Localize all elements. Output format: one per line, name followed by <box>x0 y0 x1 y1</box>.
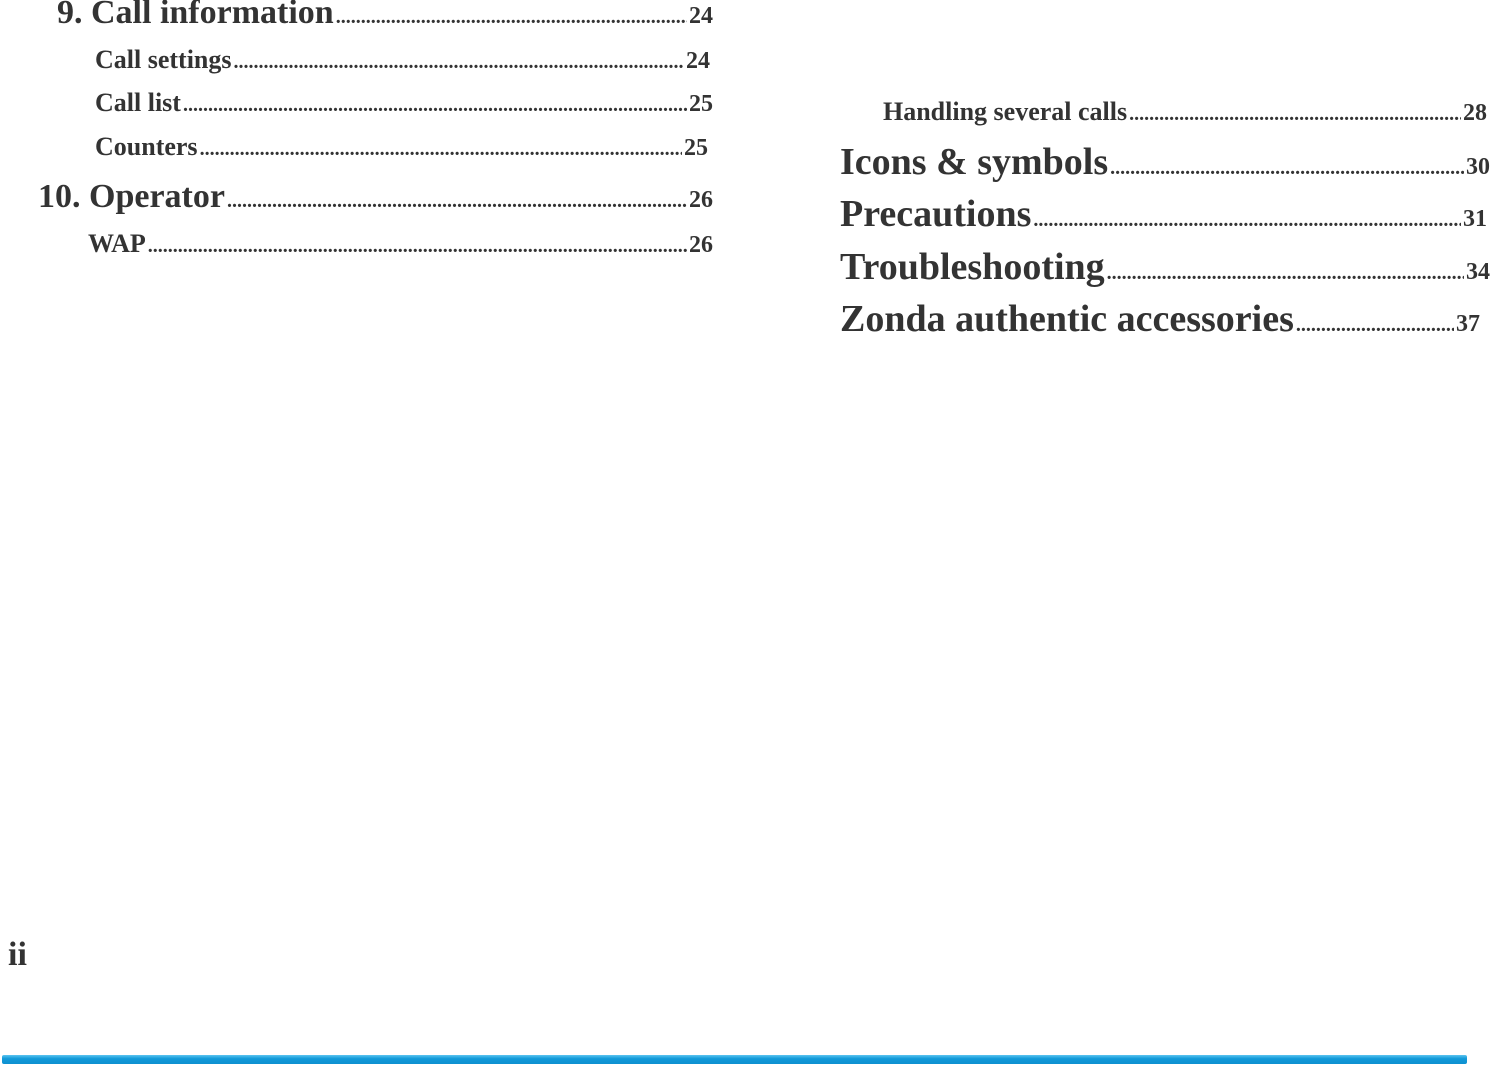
dot-leader <box>1129 103 1461 126</box>
toc-label: 9. Call information <box>57 0 334 31</box>
toc-label: Call list <box>95 88 181 117</box>
toc-label: 10. Operator <box>38 178 225 215</box>
dot-leader <box>183 94 687 117</box>
toc-label: Handling several calls <box>883 97 1128 126</box>
toc-page: 26 <box>689 187 713 213</box>
toc-entry-call-information[interactable]: 9. Call information 24 <box>57 0 713 32</box>
toc-page: 25 <box>689 91 713 117</box>
toc-entry-operator[interactable]: 10. Operator 26 <box>38 178 713 216</box>
dot-leader <box>227 190 687 213</box>
footer-bar <box>2 1055 1467 1064</box>
toc-entry-precautions[interactable]: Precautions 31 <box>840 192 1487 236</box>
toc-label: Call settings <box>95 45 232 74</box>
toc-entry-handling-several-calls[interactable]: Handling several calls 28 <box>883 97 1487 127</box>
dot-leader <box>200 138 682 161</box>
toc-entry-counters[interactable]: Counters 25 <box>95 132 708 162</box>
toc-entry-icons-symbols[interactable]: Icons & symbols 30 <box>840 140 1490 184</box>
dot-leader <box>1296 314 1454 337</box>
dot-leader <box>336 6 687 29</box>
toc-label: Icons & symbols <box>840 141 1109 183</box>
toc-label: Zonda authentic accessories <box>840 298 1294 340</box>
page-number: ii <box>8 936 27 973</box>
dot-leader <box>1107 262 1464 285</box>
toc-page: 30 <box>1466 154 1490 180</box>
toc-entry-troubleshooting[interactable]: Troubleshooting 34 <box>840 245 1490 289</box>
toc-page: 34 <box>1466 259 1490 285</box>
toc-label: Precautions <box>840 193 1032 235</box>
toc-label: WAP <box>88 229 146 258</box>
toc-entry-call-settings[interactable]: Call settings 24 <box>95 45 710 75</box>
toc-label: Troubleshooting <box>840 246 1105 288</box>
toc-entry-zonda-accessories[interactable]: Zonda authentic accessories 37 <box>840 297 1480 341</box>
toc-page: 26 <box>689 232 713 258</box>
toc-page: 31 <box>1463 206 1487 232</box>
toc-page: 37 <box>1456 311 1480 337</box>
toc-entry-wap[interactable]: WAP 26 <box>88 229 713 259</box>
toc-label: Counters <box>95 132 198 161</box>
toc-page: 24 <box>689 3 713 29</box>
dot-leader <box>1033 209 1461 232</box>
toc-page: 25 <box>684 135 708 161</box>
dot-leader <box>1110 157 1464 180</box>
dot-leader <box>234 51 685 74</box>
toc-entry-call-list[interactable]: Call list 25 <box>95 88 713 118</box>
toc-page: 24 <box>686 48 710 74</box>
dot-leader <box>148 235 687 258</box>
toc-page: 28 <box>1463 100 1487 126</box>
